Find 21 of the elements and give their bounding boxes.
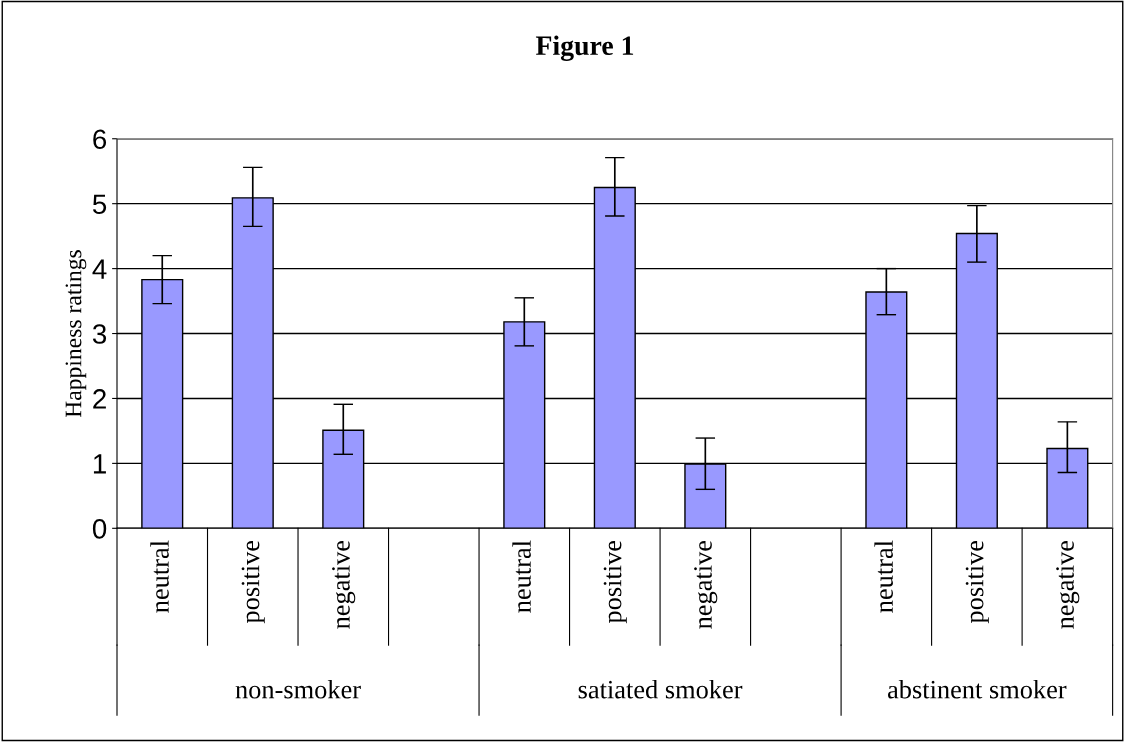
x-tick-label: neutral [512, 540, 531, 613]
x-tick-label: positive [603, 540, 627, 624]
y-tick-label: 4 [92, 259, 107, 279]
x-tick-label: negative [332, 540, 356, 629]
text: non-smoker [235, 679, 361, 699]
text: satiated smoker [578, 679, 743, 699]
y-tick-label: 1 [93, 454, 106, 474]
y-tick-label: 2 [93, 389, 106, 409]
y-tick-label: 5 [92, 194, 107, 215]
x-tick-label: positive [965, 540, 989, 624]
y-tick-label: 0 [92, 518, 107, 539]
x-tick-label: negative [694, 540, 718, 629]
text: abstinent smoker [888, 679, 1067, 699]
y-tick-label: 6 [93, 129, 107, 150]
chart-title: Figure 1 [535, 35, 634, 61]
x-tick-label: positive [241, 540, 265, 624]
y-tick-label: 3 [92, 324, 107, 344]
x-tick-label: negative [1056, 540, 1080, 629]
y-axis-title: Happiness ratings [65, 250, 87, 418]
x-tick-label: neutral [874, 540, 893, 613]
x-tick-label: neutral [150, 540, 169, 613]
